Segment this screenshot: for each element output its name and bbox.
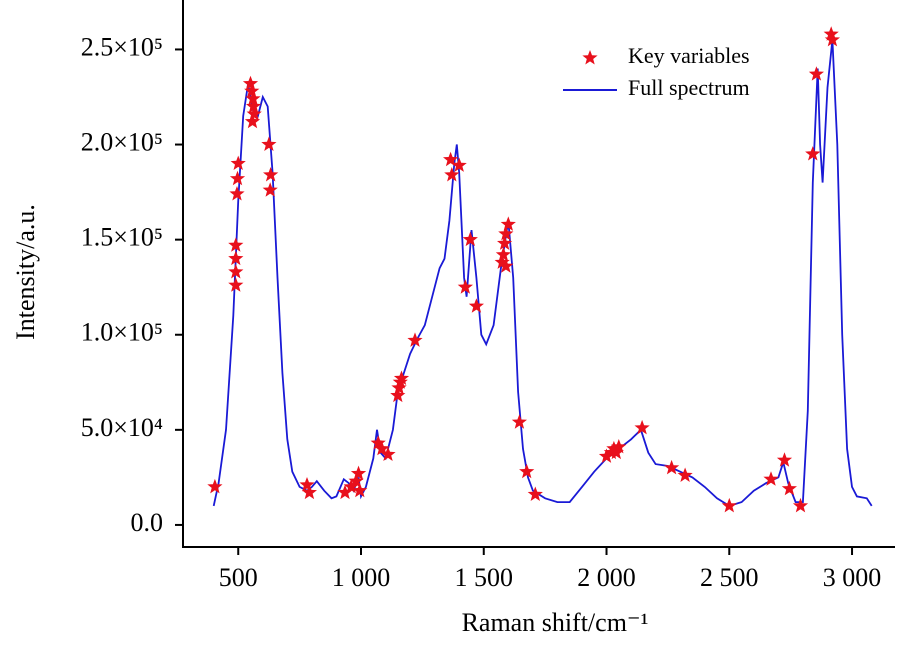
key-variable-marker	[380, 446, 396, 461]
key-variable-marker	[230, 155, 246, 170]
key-variable-marker	[781, 480, 797, 496]
key-variable-marker	[500, 216, 516, 231]
key-variable-marker	[494, 254, 510, 269]
key-variable-marker	[370, 435, 386, 450]
x-tick-label: 500	[219, 563, 258, 592]
key-variable-marker	[457, 279, 473, 294]
key-variable-marker	[244, 83, 260, 98]
key-variable-marker	[677, 467, 693, 482]
key-variable-marker	[497, 235, 513, 250]
key-variable-marker	[263, 167, 279, 182]
y-tick-label: 0.0	[131, 508, 164, 537]
key-variable-marker	[498, 225, 514, 241]
x-tick-label: 1 500	[455, 563, 514, 592]
key-variable-marker	[808, 66, 824, 81]
spectrum-line	[212, 39, 873, 507]
key-variable-marker	[721, 497, 737, 513]
key-variable-marker	[805, 146, 821, 161]
key-variable-marker	[443, 151, 459, 167]
key-variable-marker	[495, 246, 511, 262]
key-variable-marker	[462, 231, 478, 247]
key-variable-marker	[262, 182, 278, 197]
key-variable-marker	[444, 167, 460, 182]
key-variable-marker	[348, 473, 364, 488]
x-tick-label: 2 000	[577, 563, 636, 592]
key-variable-marker	[598, 448, 615, 463]
x-tick-label: 1 000	[332, 563, 391, 592]
key-variable-marker	[527, 486, 543, 501]
x-tick-label: 2 500	[700, 563, 759, 592]
key-variable-marker	[634, 419, 650, 435]
key-variable-marker	[390, 387, 406, 403]
key-variable-marker	[245, 90, 261, 106]
x-tick-label: 3 000	[823, 563, 882, 592]
x-axis-label: Raman shift/cm⁻¹	[462, 608, 649, 637]
y-tick-label: 1.0×10⁵	[81, 318, 163, 347]
y-tick-label: 2.0×10⁵	[81, 128, 163, 157]
key-variable-marker	[207, 478, 223, 494]
key-variable-marker	[337, 484, 353, 500]
key-variable-marker	[391, 380, 407, 395]
key-variable-marker	[229, 186, 245, 201]
key-variable-marker	[343, 478, 359, 494]
key-variable-marker	[468, 298, 484, 313]
legend-label: Full spectrum	[628, 75, 750, 100]
key-variable-marker	[776, 452, 793, 467]
key-variable-marker	[451, 157, 467, 172]
y-tick-label: 5.0×10⁴	[81, 413, 163, 442]
key-variable-marker	[393, 370, 410, 385]
y-tick-label: 2.5×10⁵	[81, 32, 163, 61]
key-variable-marker	[374, 440, 390, 456]
legend-marker	[582, 50, 598, 65]
key-variable-marker	[350, 465, 367, 481]
key-variable-marker	[511, 414, 527, 429]
key-variable-marker	[228, 250, 244, 266]
key-variable-marker	[823, 26, 839, 41]
legend-label: Key variables	[628, 43, 750, 68]
key-variable-marker	[228, 277, 244, 292]
key-variable-marker	[519, 463, 535, 479]
key-variable-marker	[245, 98, 262, 113]
key-variable-marker	[611, 439, 627, 454]
key-variable-marker	[301, 484, 317, 500]
key-variable-marker	[299, 477, 315, 492]
key-variable-marker	[246, 106, 262, 121]
key-variable-marker	[763, 471, 779, 486]
key-variable-marker	[824, 31, 840, 47]
y-tick-label: 1.5×10⁵	[81, 223, 163, 252]
key-variable-marker	[229, 170, 246, 186]
y-axis-label: Intensity/a.u.	[11, 204, 40, 340]
key-variable-marker	[792, 497, 809, 513]
key-variable-marker	[664, 459, 680, 475]
key-variable-marker	[261, 136, 277, 151]
key-variable-marker	[228, 264, 244, 279]
key-variable-marker	[606, 440, 622, 456]
key-variable-marker	[244, 113, 261, 129]
key-variable-marker	[242, 75, 259, 91]
key-variable-marker	[352, 482, 368, 498]
key-variable-marker	[228, 237, 244, 252]
key-variable-marker	[407, 332, 423, 347]
key-variable-marker	[498, 258, 514, 273]
